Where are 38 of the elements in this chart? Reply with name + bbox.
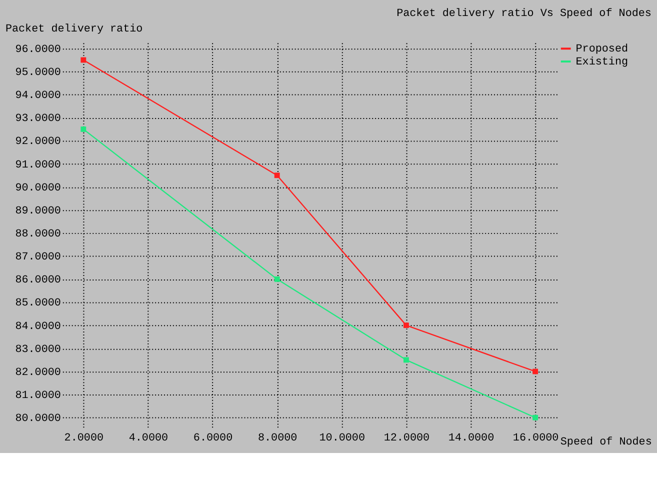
x-tick-label: 10.0000 bbox=[319, 432, 366, 445]
point bbox=[80, 57, 86, 63]
x-tick-label: 6.0000 bbox=[193, 432, 233, 445]
y-tick-label: 94.0000 bbox=[15, 90, 61, 102]
point bbox=[274, 172, 280, 178]
x-tick-label: 14.0000 bbox=[448, 432, 494, 445]
x-tick-label: 2.0000 bbox=[64, 432, 104, 445]
legend-label: Existing bbox=[576, 56, 628, 68]
x-axis-title: Speed of Nodes bbox=[560, 436, 652, 449]
y-tick-label: 87.0000 bbox=[15, 252, 61, 264]
y-tick-label: 92.0000 bbox=[15, 136, 61, 148]
y-tick-label: 83.0000 bbox=[15, 344, 61, 356]
point bbox=[274, 276, 280, 282]
x-tick-label: 8.0000 bbox=[258, 432, 298, 445]
y-tick-label: 89.0000 bbox=[15, 205, 61, 218]
point bbox=[403, 322, 409, 328]
y-tick-label: 84.0000 bbox=[15, 320, 61, 333]
y-tick-label: 91.0000 bbox=[15, 159, 61, 172]
y-tick-label: 95.0000 bbox=[15, 66, 61, 79]
y-tick-label: 85.0000 bbox=[15, 298, 61, 310]
y-axis-title: Packet delivery ratio bbox=[5, 23, 143, 36]
y-tick-label: 80.0000 bbox=[15, 413, 61, 426]
y-tick-label: 81.0000 bbox=[15, 390, 61, 402]
chart-title: Packet delivery ratio Vs Speed of Nodes bbox=[396, 8, 652, 20]
point bbox=[403, 357, 409, 363]
y-tick-label: 96.0000 bbox=[15, 44, 61, 56]
x-tick-label: 16.0000 bbox=[512, 432, 559, 445]
x-tick-label: 4.0000 bbox=[128, 432, 168, 445]
y-tick-label: 90.0000 bbox=[15, 182, 61, 194]
y-tick-label: 86.0000 bbox=[15, 274, 61, 287]
y-tick-label: 93.0000 bbox=[15, 113, 61, 126]
y-tick-label: 88.0000 bbox=[15, 228, 61, 240]
x-tick-label: 12.0000 bbox=[384, 432, 430, 445]
point bbox=[532, 368, 538, 374]
point bbox=[80, 126, 86, 132]
legend-label: Proposed bbox=[576, 44, 628, 56]
point bbox=[532, 414, 538, 420]
y-tick-label: 82.0000 bbox=[15, 366, 61, 379]
